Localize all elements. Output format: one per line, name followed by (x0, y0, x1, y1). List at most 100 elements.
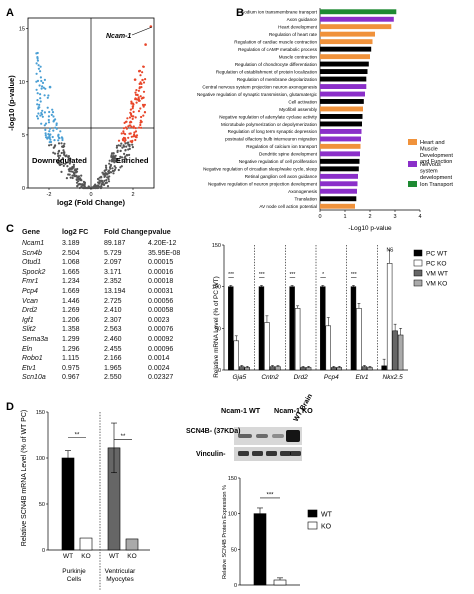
volcano-point (141, 71, 144, 74)
volcano-point (41, 109, 44, 112)
volcano-point (44, 122, 48, 125)
table-row: Otud1 1.068 2.097 0.00015 (22, 258, 202, 268)
mrna-category-label: Etv1 (355, 374, 368, 381)
table-cell: 35.95E-08 (148, 249, 181, 257)
go-category-label: Retinal ganglion cell axon guidance (245, 174, 318, 179)
mrna-bar (367, 367, 373, 371)
table-cell: Robo1 (22, 355, 43, 363)
table-cell: Fmr1 (22, 278, 39, 286)
scn4b-protein-legend-swatch (307, 521, 318, 530)
volcano-point (39, 76, 43, 79)
scn4b-protein-y-tick-label: 50 (231, 547, 237, 553)
scn4b-mrna-bar (61, 457, 75, 551)
volcano-point (132, 110, 135, 113)
volcano-point (126, 117, 129, 120)
go-legend-label: Development (420, 153, 453, 159)
blot-band-scn4b (286, 430, 300, 442)
volcano-point (78, 186, 81, 190)
volcano-point (37, 112, 40, 115)
scn4b-protein-chart: 0 50 100 150 *** WT KO Relative SCN4B Protein… (222, 476, 333, 589)
table-cell: 0.967 (62, 374, 80, 382)
volcano-point (43, 78, 47, 81)
volcano-point (41, 81, 45, 84)
mrna-y-tick-label: 0 (218, 368, 221, 374)
volcano-point (41, 115, 44, 118)
volcano-point (111, 169, 114, 173)
table-cell: Vcan (22, 297, 38, 305)
table-row: Slit2 1.358 2.563 0.00076 (22, 325, 202, 335)
go-category-label: Negative regulation of neuron projection… (208, 182, 318, 187)
go-category-label: Regulation of long term synaptic depress… (228, 129, 318, 134)
go-bar (320, 69, 368, 74)
volcano-point (39, 114, 42, 117)
volcano-point (70, 170, 73, 173)
go-legend-label: Heart and (420, 140, 445, 146)
blot-band-vinculin (280, 451, 291, 456)
volcano-point (132, 126, 135, 129)
volcano-point (105, 168, 108, 171)
volcano-point (124, 149, 127, 152)
volcano-point (138, 82, 141, 85)
go-bar (320, 136, 361, 142)
volcano-point (48, 130, 51, 133)
table-row: Etv1 0.975 1.965 0.0024 (22, 364, 202, 374)
go-legend-label: Muscle (420, 146, 438, 152)
panel-letter-a: A (6, 7, 14, 19)
go-bar (320, 173, 358, 179)
volcano-point (57, 154, 60, 158)
volcano-point (78, 182, 81, 186)
volcano-point (48, 144, 51, 147)
volcano-point (141, 78, 144, 82)
table-row: Ncam1 3.189 89.187 4.20E-12 (22, 239, 202, 249)
mrna-bar (386, 263, 393, 371)
volcano-point (59, 160, 62, 163)
volcano-point (115, 159, 118, 162)
downregulated-label: Downregulated (32, 156, 87, 165)
volcano-point (77, 175, 81, 178)
volcano-point (110, 152, 114, 155)
blot-band-vinculin (290, 451, 301, 456)
volcano-point (114, 166, 117, 169)
mrna-bar (258, 286, 265, 371)
volcano-point (118, 159, 121, 162)
table-cell: 2.352 (104, 278, 122, 286)
mrna-sig-label: *** (228, 272, 234, 278)
volcano-point (61, 138, 64, 142)
header-gene: Gene (22, 227, 40, 236)
volcano-point (111, 167, 114, 170)
mrna-legend-swatch (413, 249, 423, 257)
go-x-tick-label: 0 (318, 214, 321, 220)
volcano-point (61, 137, 64, 140)
volcano-point (65, 177, 68, 180)
volcano-point (105, 166, 108, 169)
volcano-point (134, 138, 137, 142)
mrna-bar (350, 286, 357, 371)
volcano-point (76, 185, 79, 188)
table-row: Scn4b 2.504 5.729 35.95E-08 (22, 249, 202, 259)
volcano-point (136, 93, 139, 97)
volcano-ticks: -2 0 2 0 5 10 15 (19, 27, 135, 198)
volcano-point (127, 125, 130, 128)
volcano-point (139, 123, 142, 127)
go-category-label: Regulation of chondrocyte differentiatio… (235, 62, 318, 67)
mrna-bars: Gja5 *** Cntn2 *** Drd2 *** Pcp4 * Etv1 *** Nkx2.5… (228, 245, 404, 381)
volcano-point (139, 107, 142, 110)
volcano-point (134, 130, 138, 133)
volcano-point (130, 135, 133, 138)
volcano-point (96, 186, 99, 190)
volcano-point (36, 115, 39, 118)
volcano-point (40, 113, 44, 116)
gene-table-header: Gene log2 FC Fold Change pvalue (22, 228, 202, 236)
volcano-point (47, 115, 51, 118)
volcano-point (47, 121, 51, 124)
volcano-point (138, 126, 141, 129)
blot-band-vinculin (238, 451, 249, 456)
volcano-point (139, 95, 142, 98)
panel-letter-d: D (6, 401, 14, 413)
go-category-label: Myofibril assembly (279, 107, 317, 112)
volcano-point (107, 180, 111, 183)
volcano-point (46, 106, 49, 109)
volcano-point (113, 165, 116, 168)
volcano-point (112, 172, 115, 175)
